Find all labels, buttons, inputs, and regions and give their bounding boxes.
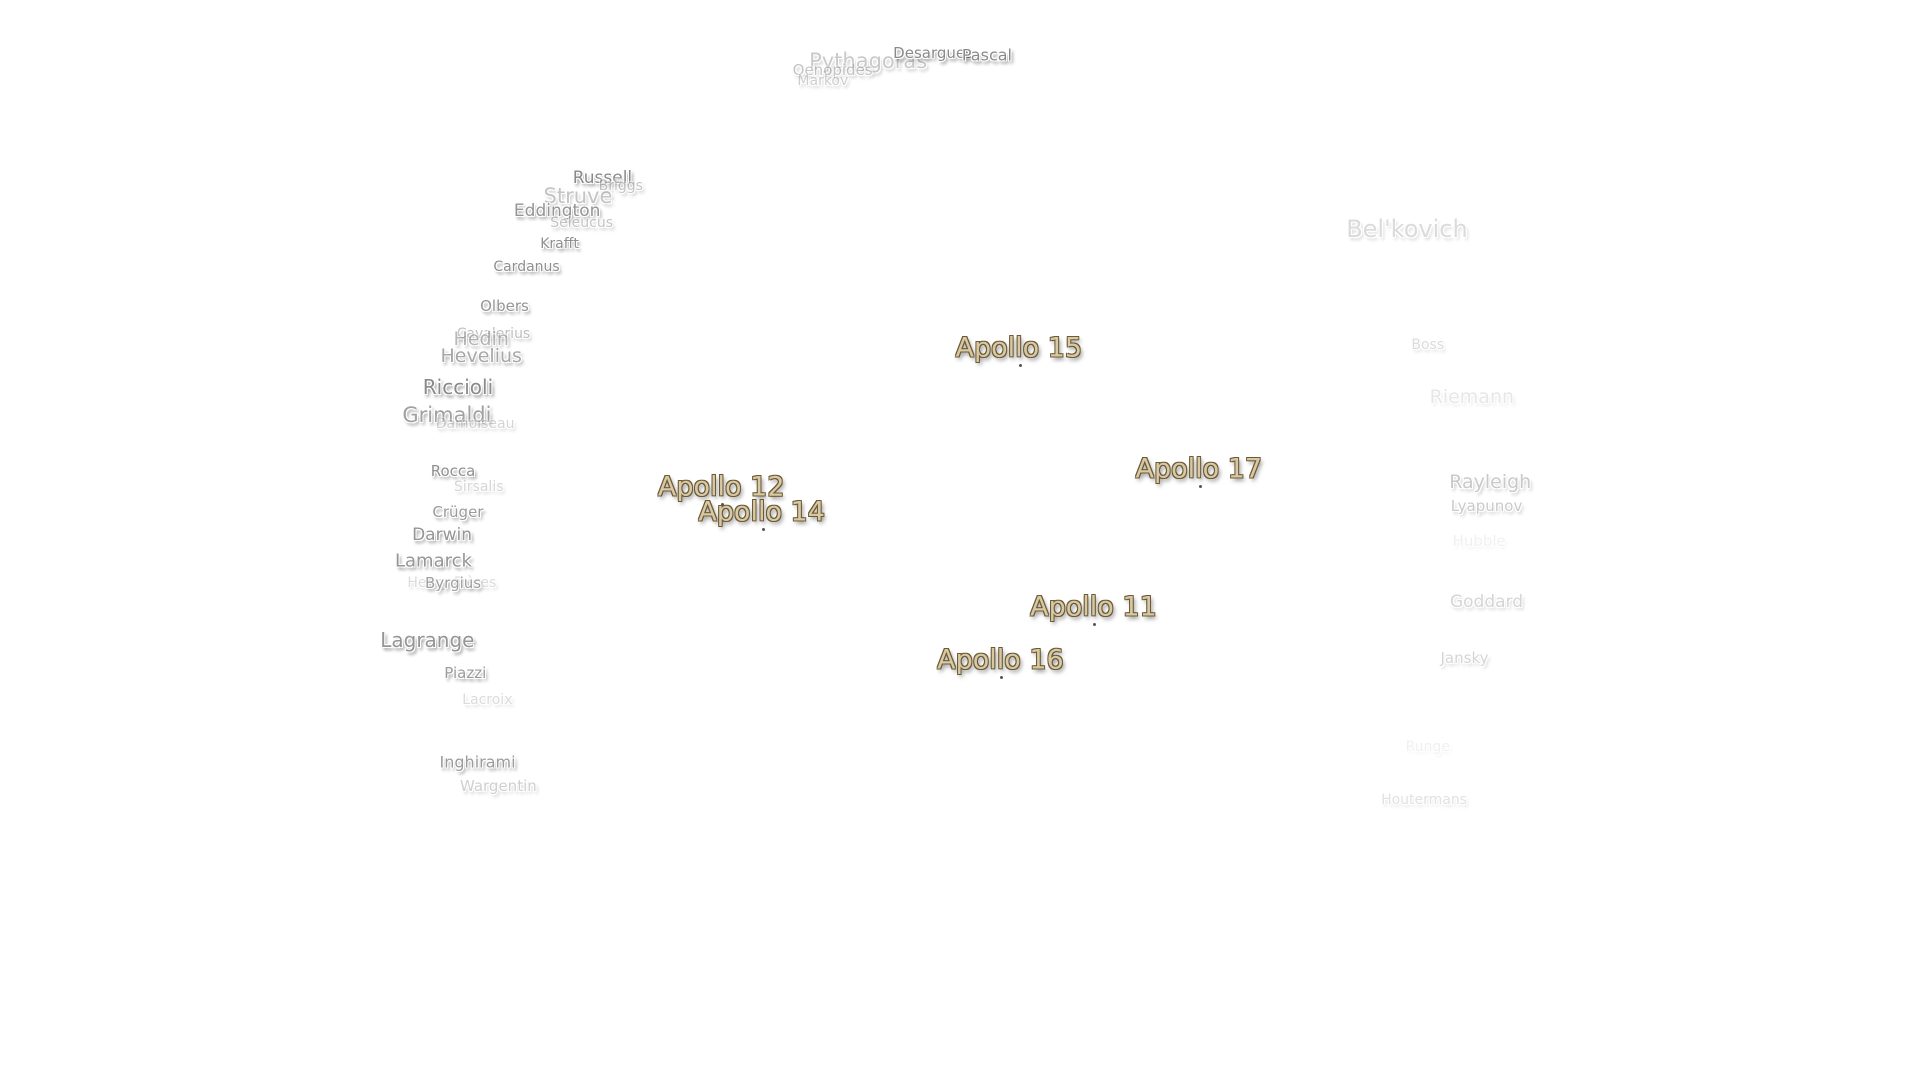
- landing-site-label: Apollo 16: [937, 644, 1064, 676]
- crater-label: Cardanus: [493, 258, 560, 275]
- crater-label: Runge: [1405, 738, 1450, 755]
- crater-label: Rayleigh: [1449, 471, 1532, 494]
- landing-site-label: Apollo 15: [955, 332, 1083, 364]
- crater-label: Lamarck: [394, 550, 472, 572]
- crater-label: Russell: [572, 167, 633, 188]
- landing-site-marker: [721, 503, 725, 507]
- crater-label: Goddard: [1449, 592, 1524, 613]
- crater-label: Hevelius: [440, 345, 522, 368]
- landing-site-label: Apollo 14: [698, 496, 825, 528]
- crater-label: Henry Frères: [407, 574, 497, 591]
- crater-label: Crüger: [432, 502, 484, 521]
- crater-label: Damoiseau: [435, 415, 515, 432]
- landing-site-marker: [1018, 363, 1022, 367]
- crater-label: Olbers: [480, 297, 529, 316]
- crater-label: Eddington: [513, 200, 601, 221]
- crater-label: Inghirami: [439, 752, 516, 772]
- crater-label: Lagrange: [380, 628, 475, 653]
- landing-site-label: Apollo 17: [1135, 453, 1263, 485]
- crater-label: Wargentin: [459, 777, 537, 796]
- landing-site-label: Apollo 12: [657, 471, 785, 503]
- landing-site-label: Apollo 11: [1030, 591, 1157, 623]
- crater-label: Jansky: [1440, 648, 1489, 667]
- landing-site-marker: [1093, 623, 1097, 627]
- landing-site-marker: [1198, 484, 1202, 488]
- crater-label: Bel'kovich: [1346, 214, 1468, 243]
- landing-site-marker: [1000, 675, 1004, 679]
- crater-label: Desargues: [893, 43, 973, 62]
- crater-label: Struve: [543, 183, 613, 208]
- crater-label: Seleucus: [550, 214, 613, 231]
- crater-label: Lacroix: [462, 692, 513, 709]
- crater-label: Pascal: [961, 45, 1012, 65]
- crater-label: Houtermans: [1381, 791, 1468, 808]
- crater-label: Lyapunov: [1450, 496, 1523, 515]
- landing-site-marker: [761, 527, 765, 531]
- crater-label: Grimaldi: [402, 403, 492, 428]
- crater-label: Riemann: [1429, 385, 1515, 408]
- crater-label: Piazzi: [444, 664, 487, 683]
- crater-label: Rocca: [430, 462, 476, 481]
- crater-label: Krafft: [540, 235, 579, 252]
- crater-label: Pythagoras: [809, 49, 928, 74]
- crater-label: Darwin: [412, 525, 472, 546]
- crater-label: Briggs: [598, 178, 643, 195]
- crater-label: Cavalerius: [456, 326, 531, 343]
- crater-label: Hubble: [1452, 532, 1506, 551]
- crater-label: Markov: [797, 72, 849, 89]
- crater-label: Sirsalis: [454, 479, 504, 496]
- crater-label: Boss: [1411, 337, 1445, 354]
- crater-label: Riccioli: [422, 374, 494, 399]
- crater-label: Byrgius: [425, 573, 482, 592]
- crater-label: Hedin: [453, 328, 509, 351]
- crater-label: Oenopides: [792, 60, 873, 79]
